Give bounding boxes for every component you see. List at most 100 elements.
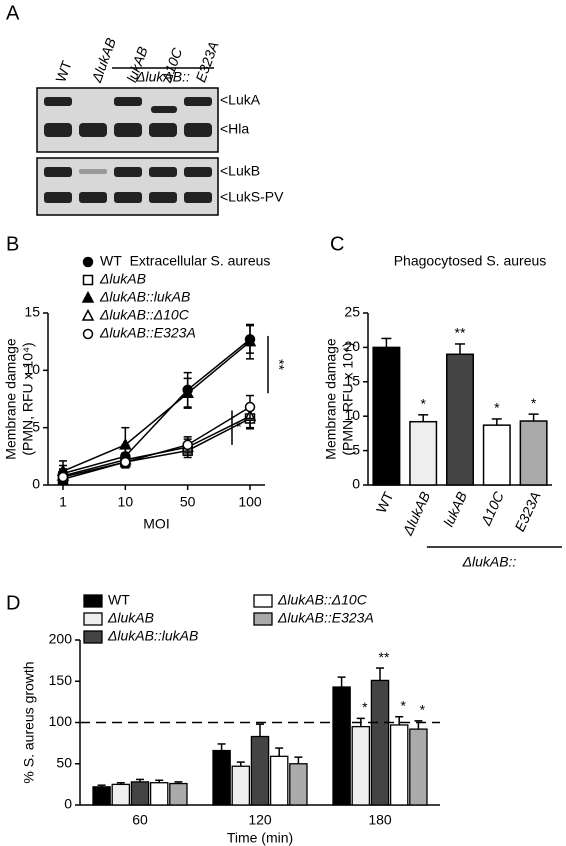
y-tick-label: 5 (32, 418, 40, 434)
chart-title: Extracellular S. aureus (130, 253, 271, 269)
panel-letter: C (330, 233, 344, 255)
bar (130, 781, 150, 806)
y-tick-label: 50 (56, 754, 72, 770)
x-tick-label: 100 (238, 494, 262, 510)
bar (409, 728, 428, 806)
group-label: ΔlukAB:: (135, 69, 190, 85)
series-line (62, 338, 251, 475)
band-label: <LukB (220, 163, 260, 179)
lane-label: E323A (192, 39, 221, 84)
legend-label: ΔlukAB::E323A (99, 325, 196, 341)
x-tick-label: 10 (118, 494, 134, 510)
bar (269, 755, 289, 806)
y-tick-label: 25 (344, 304, 360, 320)
legend-swatch (83, 594, 103, 608)
marker (182, 439, 193, 451)
y-tick-label: 10 (24, 361, 40, 377)
bar (409, 420, 438, 486)
legend-label: ΔlukAB::lukAB (99, 289, 190, 305)
legend-label: ΔlukAB::lukAB (107, 628, 198, 644)
y-tick-label: 100 (49, 713, 73, 729)
marker (57, 471, 69, 483)
legend-label: ΔlukAB::Δ10C (99, 307, 190, 323)
x-tick-label: E323A (511, 489, 543, 534)
x-axis-label: Time (min) (227, 830, 293, 846)
x-tick-label: WT (373, 489, 397, 516)
y-tick-label: 150 (49, 672, 73, 688)
significance: * (494, 400, 500, 416)
legend-swatch (253, 612, 273, 626)
bar (289, 763, 308, 806)
bar (332, 686, 351, 806)
lane-label: ΔlukAB (88, 36, 119, 86)
bar (519, 420, 548, 486)
marker (181, 386, 194, 399)
x-tick-label: lukAB (440, 489, 470, 529)
legend-marker (81, 308, 95, 321)
y-tick-label: 0 (352, 476, 360, 492)
legend-swatch (253, 594, 273, 608)
bar (250, 735, 270, 806)
legend-marker (82, 328, 94, 340)
series-line (62, 417, 251, 480)
band-label: <Hla (220, 121, 249, 137)
annotation: * (236, 418, 242, 434)
blot-box (36, 157, 219, 216)
significance: * (420, 702, 426, 718)
y-tick-label: 15 (344, 373, 360, 389)
legend-label: ΔlukAB::Δ10C (277, 592, 368, 608)
bar (372, 346, 401, 486)
legend-label: ΔlukAB::E323A (277, 610, 374, 626)
bar (149, 782, 169, 806)
legend-swatch (83, 630, 103, 644)
y-tick-label: 20 (344, 338, 360, 354)
bar (231, 765, 251, 806)
x-tick-label: ΔlukAB (399, 489, 433, 538)
panel-letter: B (6, 233, 19, 255)
significance: * (362, 699, 368, 715)
legend-label: ΔlukAB (107, 610, 154, 626)
legend-label: WT (100, 253, 122, 269)
x-tick-label: 60 (132, 812, 148, 828)
series-line (62, 341, 251, 472)
band-label: <LukS-PV (220, 189, 284, 205)
bar (482, 424, 511, 486)
bar (351, 725, 371, 806)
bar (169, 782, 188, 806)
marker (120, 456, 131, 468)
x-tick-label: 50 (180, 494, 196, 510)
y-tick-label: 0 (32, 476, 40, 492)
x-tick-label: Δ10C (477, 488, 507, 528)
series-line (62, 406, 251, 478)
legend-label: ΔlukAB (99, 271, 146, 287)
lane-label: WT (52, 58, 75, 84)
significance: * (400, 697, 406, 713)
legend-marker (82, 274, 94, 286)
y-axis-label: Membrane damage (323, 338, 339, 460)
significance: ** (455, 325, 466, 341)
y-tick-label: 10 (344, 407, 360, 423)
x-tick-label: 1 (59, 494, 67, 510)
annotation: ** (271, 359, 287, 370)
bar (212, 749, 231, 806)
marker (244, 401, 256, 413)
blot-bands (44, 97, 212, 203)
x-axis-label: MOI (143, 516, 169, 532)
chart-title: Phagocytosed S. aureus (394, 253, 547, 269)
legend-marker (82, 256, 94, 268)
significance: * (531, 395, 537, 411)
significance: * (420, 396, 426, 412)
bar (111, 783, 131, 806)
marker (243, 334, 257, 347)
bar (446, 353, 474, 486)
panel-letter: D (6, 592, 20, 614)
legend-label: WT (108, 592, 130, 608)
y-axis-label: Membrane damage (3, 338, 19, 460)
bar (370, 679, 390, 806)
y-axis-label: (PMN, RFU x 10⁴) (340, 342, 356, 455)
group-label: ΔlukAB:: (462, 554, 517, 570)
y-tick-label: 200 (49, 631, 73, 647)
bar (389, 724, 409, 806)
x-tick-label: 180 (368, 812, 392, 828)
